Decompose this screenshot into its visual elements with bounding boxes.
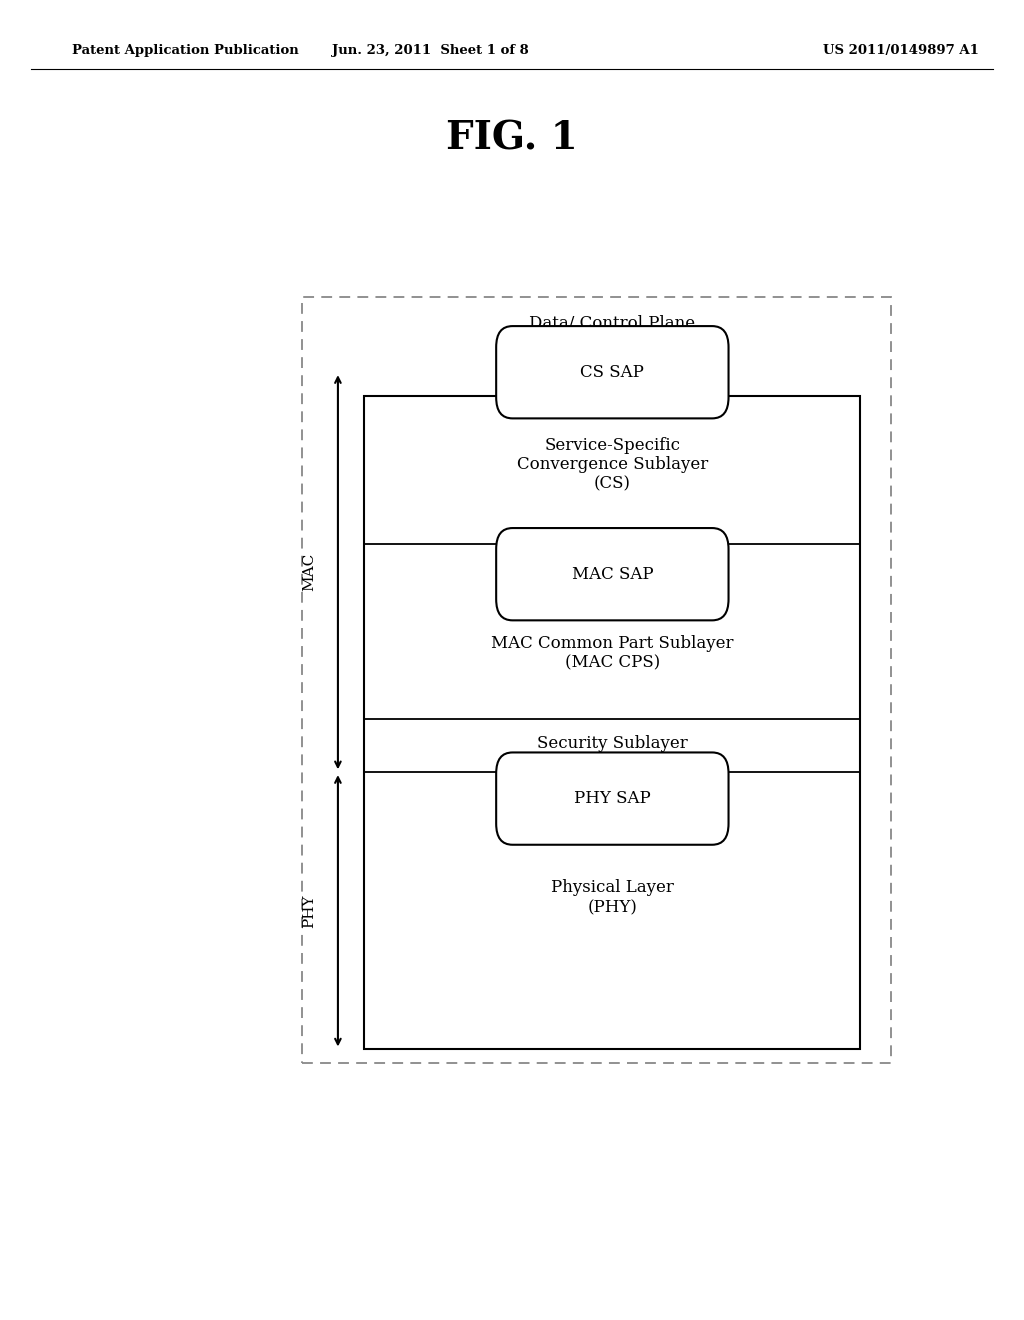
Text: Physical Layer
(PHY): Physical Layer (PHY) <box>551 879 674 916</box>
Text: Service-Specific
Convergence Sublayer
(CS): Service-Specific Convergence Sublayer (C… <box>517 437 708 492</box>
FancyBboxPatch shape <box>497 752 728 845</box>
Text: US 2011/0149897 A1: US 2011/0149897 A1 <box>823 44 979 57</box>
Text: Data/ Control Plane: Data/ Control Plane <box>529 315 695 331</box>
Text: PHY: PHY <box>302 894 316 928</box>
Text: PHY SAP: PHY SAP <box>574 791 650 807</box>
Text: Security Sublayer: Security Sublayer <box>537 735 688 751</box>
FancyBboxPatch shape <box>497 528 728 620</box>
FancyBboxPatch shape <box>497 326 728 418</box>
Text: MAC Common Part Sublayer
(MAC CPS): MAC Common Part Sublayer (MAC CPS) <box>492 635 733 672</box>
Bar <box>364 396 860 1049</box>
Text: MAC SAP: MAC SAP <box>571 566 653 582</box>
Text: Jun. 23, 2011  Sheet 1 of 8: Jun. 23, 2011 Sheet 1 of 8 <box>332 44 528 57</box>
Text: Patent Application Publication: Patent Application Publication <box>72 44 298 57</box>
Text: MAC: MAC <box>302 553 316 591</box>
Bar <box>302 297 891 1063</box>
Text: CS SAP: CS SAP <box>581 364 644 380</box>
Text: FIG. 1: FIG. 1 <box>446 120 578 157</box>
